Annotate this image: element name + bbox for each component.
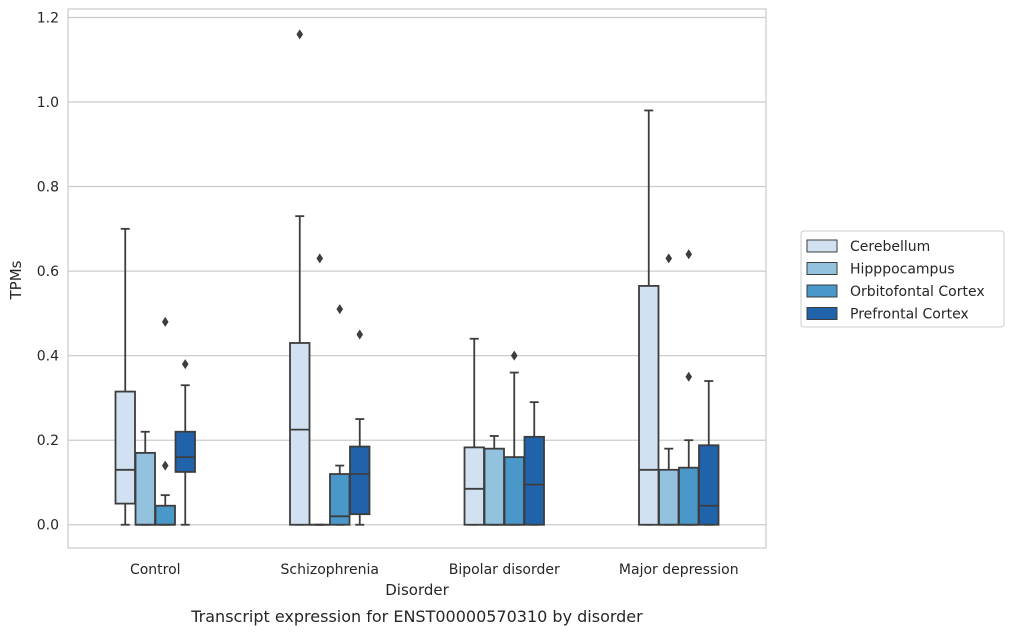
box-iqr xyxy=(134,451,156,526)
box-iqr xyxy=(483,447,505,526)
box-hipppocampus xyxy=(309,253,331,526)
legend-swatch xyxy=(806,239,838,253)
box-prefrontal-cortex xyxy=(523,401,545,526)
y-tick-label: 1.2 xyxy=(37,10,59,26)
box-iqr xyxy=(638,284,660,526)
outlier-point xyxy=(161,316,169,327)
outlier-point xyxy=(336,304,344,315)
box-orbitofontal-cortex xyxy=(503,350,525,526)
x-tick-label: Bipolar disorder xyxy=(449,562,560,578)
gridlines xyxy=(68,16,766,526)
x-tick-label: Control xyxy=(130,562,181,578)
legend-label: Hipppocampus xyxy=(850,262,955,278)
y-tick-label: 0.2 xyxy=(37,433,59,449)
outlier-point xyxy=(510,350,518,361)
box-iqr xyxy=(658,468,680,526)
box-iqr xyxy=(114,390,136,505)
box-iqr xyxy=(289,342,311,526)
box-series xyxy=(114,29,720,526)
box-orbitofontal-cortex xyxy=(154,316,176,526)
chart-caption: Transcript expression for ENST0000057031… xyxy=(190,607,643,626)
legend-swatch xyxy=(806,307,838,320)
legend-label: Orbitofontal Cortex xyxy=(850,284,985,300)
box-hipppocampus xyxy=(483,435,505,526)
box-prefrontal-cortex xyxy=(698,380,720,526)
outlier-point xyxy=(356,329,364,340)
y-tick-label: 0.0 xyxy=(37,518,59,534)
box-cerebellum xyxy=(638,109,660,526)
box-iqr xyxy=(174,430,196,473)
box-iqr xyxy=(523,435,545,526)
legend-swatch xyxy=(806,262,838,275)
x-tick-label: Major depression xyxy=(619,562,739,578)
box-cerebellum xyxy=(463,337,485,526)
y-tick-label: 0.4 xyxy=(37,349,59,365)
y-tick-label: 0.8 xyxy=(37,180,59,196)
box-hipppocampus xyxy=(658,253,680,526)
plot-frame xyxy=(67,8,767,549)
box-prefrontal-cortex xyxy=(174,359,196,526)
box-prefrontal-cortex xyxy=(349,329,371,526)
outlier-point xyxy=(181,359,189,370)
y-axis-label: TPMs xyxy=(7,260,25,300)
outlier-point xyxy=(685,249,693,260)
outlier-point xyxy=(665,253,673,264)
box-iqr xyxy=(154,504,176,526)
x-tick-labels: Control Schizophrenia Bipolar disorder Majo… xyxy=(130,562,739,578)
box-iqr xyxy=(349,445,371,516)
legend-label: Prefrontal Cortex xyxy=(850,307,969,323)
box-orbitofontal-cortex xyxy=(678,249,700,526)
box-orbitofontal-cortex xyxy=(329,304,351,526)
outlier-point xyxy=(685,371,693,382)
y-tick-labels: 0.0 0.2 0.4 0.6 0.8 1.0 1.2 xyxy=(37,10,59,533)
legend-label: Cerebellum xyxy=(850,239,930,255)
box-iqr xyxy=(463,446,485,526)
legend: Cerebellum Hipppocampus Orbitofontal Corte… xyxy=(800,230,1005,328)
y-tick-label: 1.0 xyxy=(37,95,59,111)
box-iqr xyxy=(503,456,525,526)
outlier-point xyxy=(296,29,304,40)
x-tick-label: Schizophrenia xyxy=(281,562,379,578)
x-axis-label: Disorder xyxy=(385,581,449,599)
box-hipppocampus xyxy=(134,430,156,526)
box-cerebellum xyxy=(289,29,311,526)
outlier-point xyxy=(316,253,324,264)
outlier-point xyxy=(161,460,169,471)
legend-swatch xyxy=(806,284,838,298)
legend-box xyxy=(800,230,1005,328)
y-tick-label: 0.6 xyxy=(37,264,59,280)
box-iqr xyxy=(698,444,720,526)
box-cerebellum xyxy=(114,227,136,526)
box-iqr xyxy=(678,466,700,526)
